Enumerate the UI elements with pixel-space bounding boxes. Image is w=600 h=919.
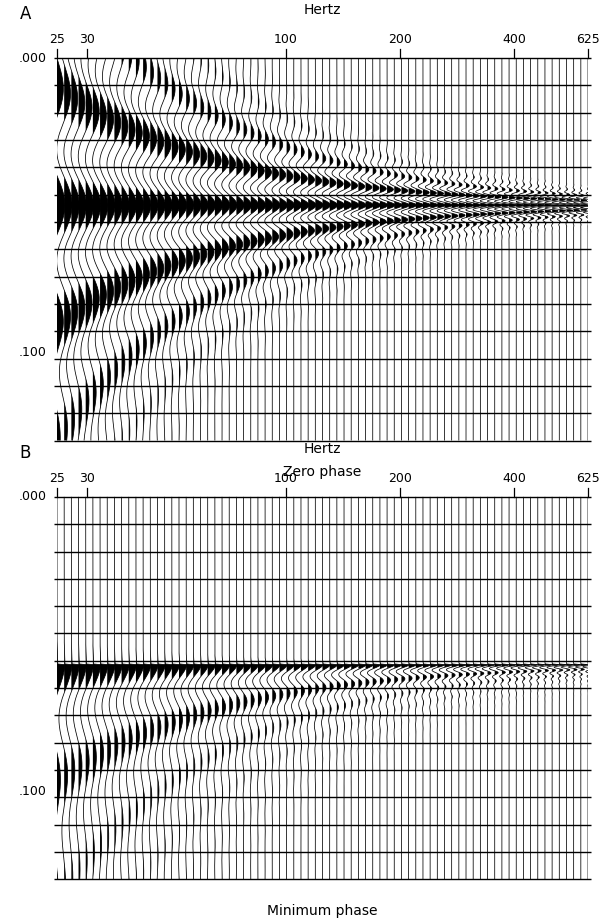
Text: 200: 200	[388, 472, 412, 485]
Text: 625: 625	[576, 472, 600, 485]
Text: Minimum phase: Minimum phase	[267, 903, 378, 917]
Text: 625: 625	[576, 33, 600, 46]
Text: 30: 30	[79, 33, 95, 46]
Text: B: B	[20, 444, 31, 461]
Text: Zero phase: Zero phase	[283, 465, 362, 479]
Text: Hertz: Hertz	[304, 442, 341, 456]
Text: 25: 25	[49, 472, 65, 485]
Text: 200: 200	[388, 33, 412, 46]
Text: 100: 100	[274, 33, 298, 46]
Text: 30: 30	[79, 472, 95, 485]
Text: .000: .000	[19, 491, 46, 504]
Text: 100: 100	[274, 472, 298, 485]
Text: A: A	[20, 5, 31, 23]
Text: 25: 25	[49, 33, 65, 46]
Text: .000: .000	[19, 51, 46, 64]
Text: 400: 400	[502, 33, 526, 46]
Text: .100: .100	[19, 346, 46, 358]
Text: 400: 400	[502, 472, 526, 485]
Text: Hertz: Hertz	[304, 3, 341, 17]
Text: .100: .100	[19, 785, 46, 798]
